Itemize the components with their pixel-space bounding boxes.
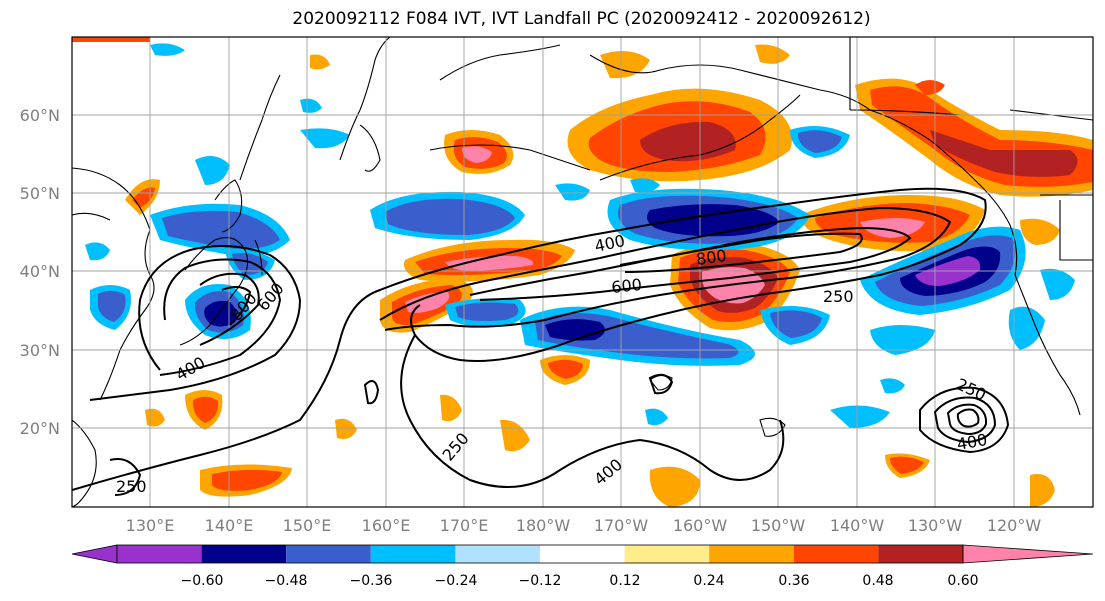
map-frame — [71, 36, 1094, 508]
lat-label-40n: 40°N — [20, 262, 60, 281]
lon-label: 140°W — [830, 516, 885, 535]
lon-label: 150°W — [751, 516, 806, 535]
colorbar-segment — [201, 545, 287, 563]
colorbar: −0.60 −0.48 −0.36 −0.24 −0.12 0.12 0.24 … — [71, 544, 1094, 589]
colorbar-tick-label: −0.36 — [350, 573, 393, 589]
colorbar-outline — [116, 544, 964, 564]
colorbar-segment — [540, 545, 625, 563]
lat-label-60n: 60°N — [20, 106, 60, 125]
colorbar-tick-label: −0.24 — [435, 573, 478, 589]
lon-label: 170°W — [594, 516, 649, 535]
colorbar-segment — [370, 545, 456, 563]
contour-label: 600 — [610, 275, 642, 297]
lat-label-30n: 30°N — [20, 341, 60, 360]
colorbar-segment — [793, 545, 879, 563]
colorbar-segment — [117, 545, 202, 563]
colorbar-ticks: −0.60 −0.48 −0.36 −0.24 −0.12 0.12 0.24 … — [181, 573, 979, 589]
latitude-labels: 60°N 50°N 40°N 30°N 20°N — [20, 106, 60, 438]
lon-label: 120°W — [987, 516, 1042, 535]
contour-label: 800 — [695, 246, 728, 269]
colorbar-extend-high — [962, 544, 1094, 564]
lat-label-20n: 20°N — [20, 419, 60, 438]
longitude-labels: 130°E 140°E 150°E 160°E 170°E 180°W 170°… — [126, 516, 1042, 535]
colorbar-tick-label: −0.48 — [265, 573, 308, 589]
lon-label: 160°E — [362, 516, 411, 535]
contour-label: 250 — [116, 477, 147, 496]
colorbar-tick-label: −0.60 — [181, 573, 224, 589]
colorbar-tick-label: 0.36 — [778, 573, 809, 589]
colorbar-segment — [286, 545, 371, 563]
lon-label: 130°W — [908, 516, 963, 535]
colorbar-tick-label: −0.12 — [519, 573, 562, 589]
colorbar-segment — [878, 545, 963, 563]
colorbar-tick-label: 0.48 — [862, 573, 893, 589]
map-title: 2020092112 F084 IVT, IVT Landfall PC (20… — [292, 9, 871, 29]
lat-label-50n: 50°N — [20, 184, 60, 203]
colorbar-segment — [455, 545, 540, 563]
lon-label: 170°E — [440, 516, 489, 535]
lon-label: 140°E — [205, 516, 254, 535]
ivt-contours — [72, 187, 1010, 496]
lon-label: 180°W — [516, 516, 571, 535]
colorbar-tick-label: 0.60 — [947, 573, 978, 589]
graticule — [72, 37, 1093, 507]
colorbar-tick-label: 0.24 — [693, 573, 724, 589]
colorbar-segments — [71, 544, 1094, 564]
contour-label: 250 — [823, 287, 854, 306]
colorbar-segment — [624, 545, 710, 563]
lon-label: 150°E — [283, 516, 332, 535]
colorbar-extend-low — [71, 544, 118, 564]
colorbar-tick-label: 0.12 — [609, 573, 640, 589]
lon-label: 160°W — [673, 516, 728, 535]
lon-label: 130°E — [126, 516, 175, 535]
map-plot-area: 400 800 600 250 800 600 400 250 250 400 … — [72, 37, 1093, 507]
shaded-field-negative — [85, 43, 1075, 428]
colorbar-segment — [709, 545, 794, 563]
